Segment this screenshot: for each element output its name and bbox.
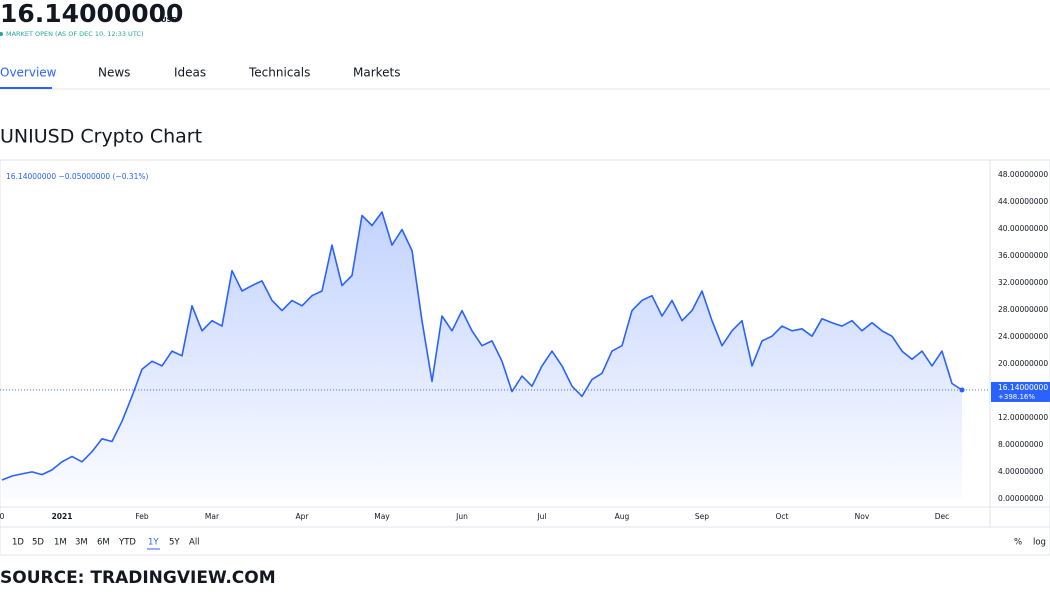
tab[interactable]: News bbox=[98, 66, 130, 80]
range-button[interactable]: YTD bbox=[118, 538, 136, 548]
x-tick-label: Feb bbox=[135, 512, 149, 521]
y-tick-label: 8.00000000 bbox=[998, 440, 1044, 449]
range-button[interactable]: All bbox=[189, 538, 200, 548]
tab[interactable]: Overview bbox=[0, 66, 57, 80]
chart-legend: 16.14000000 −0.05000000 (−0.31%) bbox=[6, 172, 149, 181]
x-tick-label: Mar bbox=[205, 512, 220, 521]
source: SOURCE: TRADINGVIEW.COM bbox=[0, 568, 276, 588]
tab[interactable]: Ideas bbox=[174, 66, 206, 80]
y-tick-label: 28.00000000 bbox=[998, 305, 1048, 314]
status-dot bbox=[0, 32, 3, 36]
y-tick-label: 12.00000000 bbox=[998, 413, 1048, 422]
last-point bbox=[959, 387, 965, 393]
y-tick-label: 0.00000000 bbox=[998, 494, 1044, 503]
tab[interactable]: Markets bbox=[353, 66, 401, 80]
chart-title: UNIUSD Crypto Chart bbox=[0, 126, 202, 148]
range-button[interactable]: 1Y bbox=[148, 538, 159, 548]
x-tick-label: Jun bbox=[455, 512, 468, 521]
x-tick-label: Oct bbox=[776, 512, 789, 521]
y-tick-label: 44.00000000 bbox=[998, 197, 1048, 206]
x-tick-label: Sep bbox=[695, 512, 709, 521]
y-tick-label: 40.00000000 bbox=[998, 224, 1048, 233]
x-tick-label: Nov bbox=[855, 512, 870, 521]
value-label: 16.14000000 bbox=[998, 383, 1048, 392]
x-tick-label: May bbox=[374, 512, 390, 521]
y-tick-label: 36.00000000 bbox=[998, 251, 1048, 260]
price: 16.14000000 bbox=[0, 0, 183, 28]
chart-frame bbox=[0, 159, 1050, 556]
range-button[interactable]: 1D bbox=[12, 538, 24, 548]
y-tick-label: 20.00000000 bbox=[998, 359, 1048, 368]
range-button[interactable]: 5Y bbox=[169, 538, 180, 548]
currency: USD bbox=[161, 16, 178, 24]
y-tick-label: 48.00000000 bbox=[998, 170, 1048, 179]
x-tick-label: Dec bbox=[935, 512, 950, 521]
y-tick-label: 32.00000000 bbox=[998, 278, 1048, 287]
x-tick-label: Jul bbox=[536, 512, 546, 521]
x-tick-label: Apr bbox=[296, 512, 310, 521]
range-button[interactable]: 3M bbox=[75, 538, 88, 548]
range-button[interactable]: 1M bbox=[54, 538, 67, 548]
market-status: MARKET OPEN (AS OF DEC 10, 12:33 UTC) bbox=[6, 30, 143, 38]
scale-button[interactable]: % bbox=[1014, 538, 1022, 548]
range-button[interactable]: 5D bbox=[32, 538, 44, 548]
y-tick-label: 4.00000000 bbox=[998, 467, 1044, 476]
scale-button[interactable]: log bbox=[1033, 538, 1046, 548]
range-button[interactable]: 6M bbox=[97, 538, 110, 548]
price-badge bbox=[991, 381, 1050, 402]
x-tick-label: Aug bbox=[615, 512, 630, 521]
area bbox=[2, 212, 962, 499]
y-tick-label: 24.00000000 bbox=[998, 332, 1048, 341]
x-tick-label: 0 bbox=[0, 512, 5, 521]
line bbox=[1, 211, 963, 481]
change-label: +398.16% bbox=[998, 393, 1035, 401]
x-tick-label: 2021 bbox=[52, 512, 73, 521]
tab[interactable]: Technicals bbox=[248, 66, 310, 80]
